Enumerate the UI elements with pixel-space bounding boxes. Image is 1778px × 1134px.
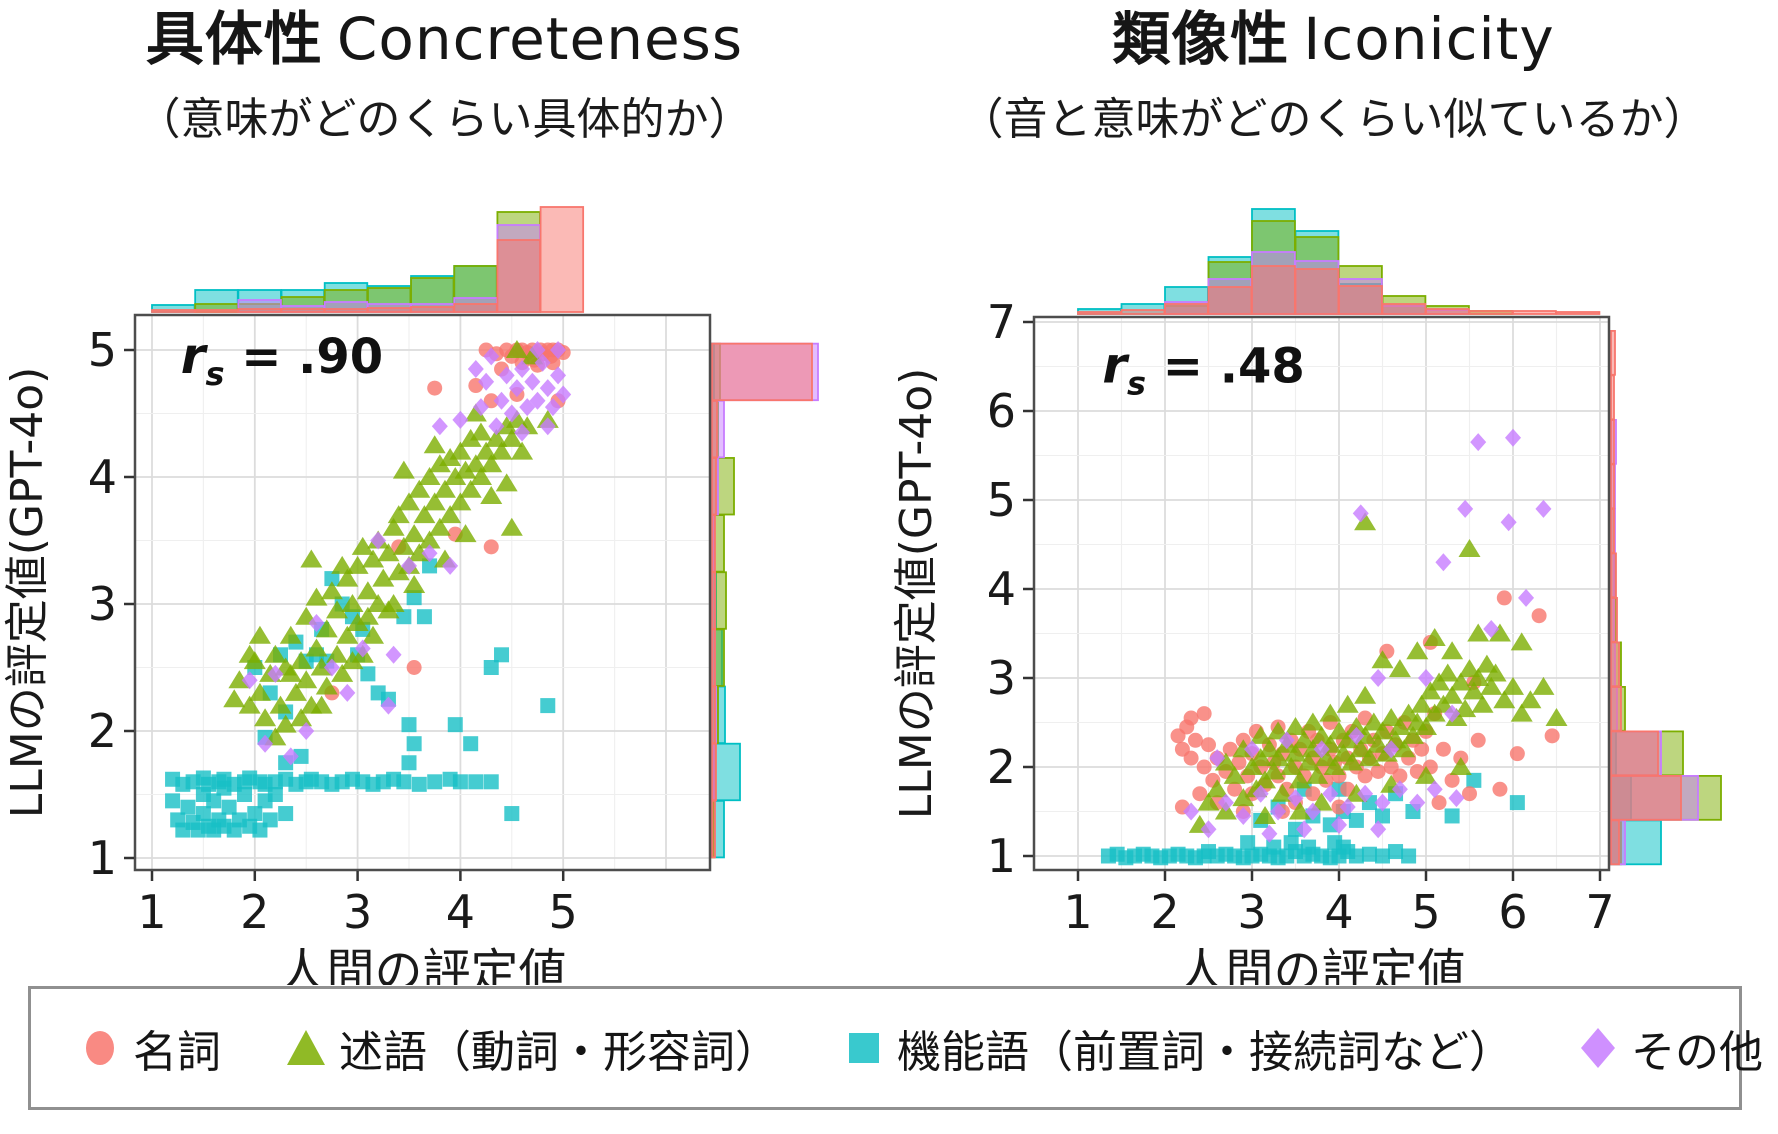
legend: 名詞 述語（動詞・形容詞） 機能語（前置詞・接続詞など） その他（挨拶など） [28,986,1778,1110]
concreteness-title-en: Concreteness [336,5,744,73]
svg-text:3: 3 [987,651,1016,705]
legend-label-function-word: 機能語（前置詞・接続詞など） [897,1027,1513,1078]
svg-text:5: 5 [88,323,117,377]
concreteness-panel-border [133,313,712,872]
iconicity-header: 類像性 Iconicity （音と意味がどのくらい似ているか） [889,6,1778,147]
svg-text:3: 3 [343,885,372,939]
concreteness-points-pred [223,340,559,746]
iconicity-top-histogram [1077,208,1601,315]
svg-text:5: 5 [1411,885,1440,939]
svg-text:4: 4 [1324,885,1353,939]
iconicity-correlation-annotation: rs = .48 [1102,337,1304,403]
svg-text:2: 2 [1150,885,1179,939]
svg-text:6: 6 [1498,885,1527,939]
svg-text:2: 2 [240,885,269,939]
svg-text:5: 5 [987,473,1016,527]
legend-item-function-word: 機能語（前置詞・接続詞など） [841,1016,1513,1080]
concreteness-title: 具体性 Concreteness [0,6,889,73]
concreteness-correlation-annotation: rs = .90 [181,327,383,393]
legend-item-predicate: 述語（動詞・形容詞） [283,1016,779,1080]
legend-label-noun: 名詞 [133,1027,221,1078]
svg-text:1: 1 [1063,885,1092,939]
iconicity-right-histogram [1610,329,1722,866]
svg-text:5: 5 [549,885,578,939]
predicate-triangle-icon [287,1030,325,1065]
iconicity-points-other [1183,428,1552,843]
iconicity-points-pred [1188,512,1568,833]
iconicity-title: 類像性 Iconicity [889,6,1778,73]
concreteness-right-histogram [711,342,819,859]
iconicity-subtitle: （音と意味がどのくらい似ているか） [959,93,1708,145]
svg-text:6: 6 [987,384,1016,438]
svg-text:7: 7 [1585,885,1614,939]
svg-text:4: 4 [446,885,475,939]
iconicity-plot: 1 2 3 4 5 6 7 1 2 3 4 5 6 7 人間の評定値 LLMの評定値(GPT-4o) rs = … [891,208,1722,985]
legend-label-other: その他（挨拶など） [1631,1027,1778,1078]
svg-text:1: 1 [987,829,1016,883]
iconicity-x-axis-title: 人間の評定値 [1177,944,1465,985]
concreteness-points-other [241,341,572,766]
function-word-square-icon [849,1033,879,1063]
concreteness-x-axis-title: 人間の評定値 [278,944,566,985]
legend-label-predicate: 述語（動詞・形容詞） [339,1027,779,1078]
concreteness-subtitle: （意味がどのくらい具体的か） [136,93,753,145]
iconicity-panel-border [1032,315,1611,872]
legend-item-other: その他（挨拶など） [1575,1016,1778,1080]
svg-text:3: 3 [88,577,117,631]
iconicity-grid [1034,317,1609,870]
svg-text:4: 4 [987,562,1016,616]
concreteness-header: 具体性 Concreteness （意味がどのくらい具体的か） [0,6,889,147]
svg-text:7: 7 [987,295,1016,349]
noun-circle-icon [86,1031,114,1065]
iconicity-points-func [1100,772,1525,866]
legend-item-noun: 名詞 [77,1016,221,1080]
concreteness-top-histogram [151,206,585,313]
svg-text:4: 4 [88,450,117,504]
svg-text:2: 2 [88,704,117,758]
concreteness-axes: 1 2 3 4 5 1 2 3 4 5 人間の評定値 LLMの評定値(GPT-4o) [2,323,578,985]
concreteness-plot: 1 2 3 4 5 1 2 3 4 5 人間の評定値 LLMの評定値(GPT-4o) rs = .90 [2,206,819,985]
iconicity-title-en: Iconicity [1303,5,1555,73]
concreteness-title-jp: 具体性 [145,5,323,73]
iconicity-axes: 1 2 3 4 5 6 7 1 2 3 4 5 6 7 人間の評定値 LLMの評定値(GPT-4o) [891,295,1615,985]
svg-text:1: 1 [137,885,166,939]
svg-text:1: 1 [88,831,117,885]
svg-text:2: 2 [987,740,1016,794]
iconicity-title-jp: 類像性 [1112,5,1290,73]
iconicity-y-axis-title: LLMの評定値(GPT-4o) [891,368,942,820]
other-diamond-icon [1581,1028,1615,1068]
concreteness-y-axis-title: LLMの評定値(GPT-4o) [2,367,53,819]
svg-text:3: 3 [1237,885,1266,939]
